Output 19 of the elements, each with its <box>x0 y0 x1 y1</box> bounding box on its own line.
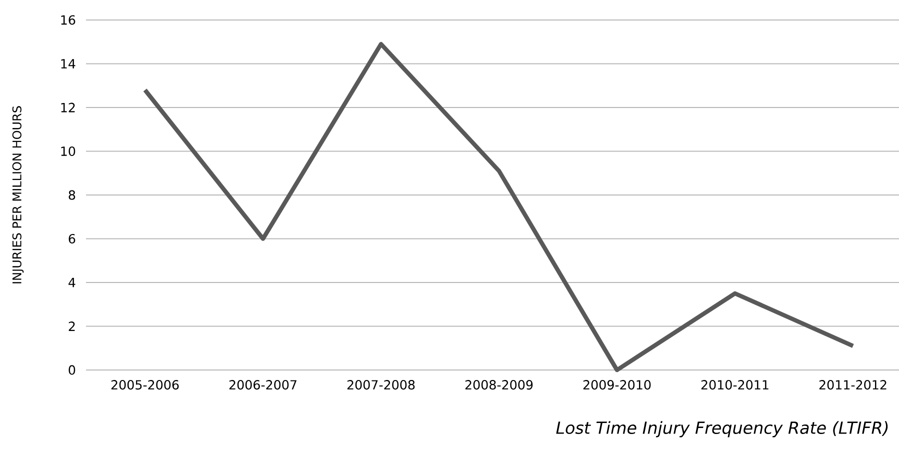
y-tick-label: 2 <box>68 322 75 331</box>
y-tick-label: 4 <box>68 278 76 288</box>
y-tick-label: 10 <box>61 146 76 156</box>
y-tick-label: 12 <box>61 102 75 112</box>
x-tick-label: 2011-2012 <box>819 380 886 390</box>
y-tick-label: 14 <box>61 59 76 68</box>
text: Lost Time Injury Frequency Rate (LTIFR) <box>556 421 888 438</box>
line-series <box>142 42 856 372</box>
x-tick-label: 2008-2009 <box>465 380 533 390</box>
y-tick-label: 0 <box>68 365 76 375</box>
y-tick-label: 8 <box>68 190 76 200</box>
y-tick-label: 16 <box>61 15 76 25</box>
x-tick-label: 2005-2006 <box>111 380 179 390</box>
x-tick-label: 2006-2007 <box>229 380 296 390</box>
y-tick-label: 6 <box>68 234 76 244</box>
y-axis-title: INJURIES PER MILLION HOURS <box>12 106 24 284</box>
x-tick-label: 2010-2011 <box>701 380 768 390</box>
x-tick-label: 2009-2010 <box>583 380 651 390</box>
x-tick-label: 2007-2008 <box>347 380 415 390</box>
